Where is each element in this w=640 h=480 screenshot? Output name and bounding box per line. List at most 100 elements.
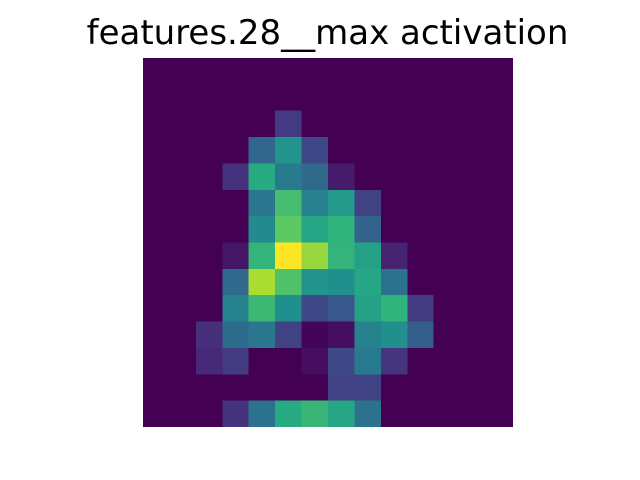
heatmap-cell bbox=[222, 295, 250, 323]
heatmap-cell bbox=[301, 400, 329, 427]
heatmap-cell bbox=[222, 110, 250, 138]
heatmap-cell bbox=[301, 137, 329, 165]
heatmap-cell bbox=[460, 137, 488, 165]
heatmap-cell bbox=[460, 321, 488, 349]
heatmap-cell bbox=[460, 216, 488, 244]
heatmap-cell bbox=[275, 347, 303, 375]
heatmap-cell bbox=[301, 268, 329, 296]
heatmap-cell bbox=[354, 216, 382, 244]
heatmap-cell bbox=[354, 110, 382, 138]
heatmap-cell bbox=[301, 189, 329, 217]
heatmap-cell bbox=[143, 400, 171, 427]
heatmap-cell bbox=[301, 242, 329, 270]
heatmap-cell bbox=[433, 58, 461, 85]
heatmap-cell bbox=[301, 321, 329, 349]
heatmap-cell bbox=[460, 58, 488, 85]
heatmap-cell bbox=[380, 295, 408, 323]
heatmap-cell bbox=[143, 216, 171, 244]
heatmap-cell bbox=[275, 110, 303, 138]
heatmap-cell bbox=[486, 400, 513, 427]
heatmap-cell bbox=[486, 268, 513, 296]
heatmap-cell bbox=[433, 189, 461, 217]
heatmap-cell bbox=[169, 374, 197, 402]
heatmap-cell bbox=[486, 189, 513, 217]
heatmap-cell bbox=[248, 84, 276, 112]
heatmap-cell bbox=[433, 321, 461, 349]
heatmap-cell bbox=[486, 84, 513, 112]
heatmap-cell bbox=[275, 321, 303, 349]
heatmap-cell bbox=[328, 374, 356, 402]
heatmap-cell bbox=[328, 137, 356, 165]
heatmap-cell bbox=[275, 242, 303, 270]
heatmap-cell bbox=[275, 268, 303, 296]
heatmap-cell bbox=[407, 374, 435, 402]
heatmap-cell bbox=[222, 137, 250, 165]
heatmap-cell bbox=[328, 242, 356, 270]
heatmap-cell bbox=[380, 347, 408, 375]
heatmap-cell bbox=[407, 110, 435, 138]
heatmap-cell bbox=[195, 189, 223, 217]
heatmap-cell bbox=[460, 110, 488, 138]
heatmap-cell bbox=[222, 163, 250, 191]
heatmap-cell bbox=[407, 268, 435, 296]
heatmap bbox=[143, 58, 513, 427]
heatmap-cell bbox=[328, 347, 356, 375]
heatmap-cell bbox=[222, 268, 250, 296]
heatmap-cell bbox=[433, 374, 461, 402]
heatmap-cell bbox=[354, 268, 382, 296]
heatmap-cell bbox=[301, 374, 329, 402]
heatmap-cell bbox=[354, 374, 382, 402]
heatmap-cell bbox=[169, 321, 197, 349]
heatmap-cell bbox=[486, 216, 513, 244]
heatmap-cell bbox=[169, 189, 197, 217]
heatmap-cell bbox=[169, 347, 197, 375]
heatmap-cell bbox=[486, 242, 513, 270]
heatmap-cell bbox=[143, 321, 171, 349]
heatmap-cell bbox=[407, 189, 435, 217]
heatmap-cell bbox=[301, 163, 329, 191]
heatmap-cell bbox=[222, 216, 250, 244]
heatmap-cell bbox=[328, 189, 356, 217]
heatmap-cell bbox=[433, 137, 461, 165]
heatmap-cell bbox=[169, 84, 197, 112]
heatmap-cell bbox=[407, 321, 435, 349]
heatmap-cell bbox=[433, 216, 461, 244]
heatmap-cell bbox=[354, 163, 382, 191]
heatmap-cell bbox=[328, 110, 356, 138]
heatmap-cell bbox=[380, 268, 408, 296]
heatmap-cell bbox=[407, 58, 435, 85]
heatmap-cell bbox=[354, 321, 382, 349]
heatmap-cell bbox=[143, 58, 171, 85]
heatmap-cell bbox=[460, 295, 488, 323]
heatmap-cell bbox=[143, 374, 171, 402]
heatmap-cell bbox=[380, 216, 408, 244]
heatmap-cell bbox=[143, 110, 171, 138]
heatmap-cell bbox=[195, 321, 223, 349]
heatmap-cell bbox=[301, 295, 329, 323]
heatmap-cell bbox=[275, 137, 303, 165]
heatmap-cell bbox=[169, 400, 197, 427]
heatmap-cell bbox=[275, 163, 303, 191]
heatmap-cell bbox=[433, 347, 461, 375]
heatmap-cell bbox=[248, 189, 276, 217]
heatmap-cell bbox=[407, 347, 435, 375]
heatmap-cell bbox=[195, 268, 223, 296]
heatmap-cell bbox=[433, 242, 461, 270]
heatmap-cell bbox=[275, 295, 303, 323]
heatmap-cell bbox=[248, 268, 276, 296]
heatmap-cell bbox=[169, 242, 197, 270]
heatmap-cell bbox=[222, 84, 250, 112]
heatmap-cell bbox=[433, 295, 461, 323]
heatmap-cell bbox=[407, 163, 435, 191]
heatmap-cell bbox=[222, 400, 250, 427]
heatmap-cell bbox=[143, 189, 171, 217]
heatmap-cell bbox=[486, 321, 513, 349]
heatmap-cell bbox=[486, 374, 513, 402]
heatmap-cell bbox=[486, 347, 513, 375]
heatmap-cell bbox=[301, 110, 329, 138]
heatmap-cell bbox=[248, 216, 276, 244]
heatmap-cell bbox=[275, 216, 303, 244]
heatmap-cell bbox=[354, 189, 382, 217]
heatmap-cell bbox=[248, 347, 276, 375]
